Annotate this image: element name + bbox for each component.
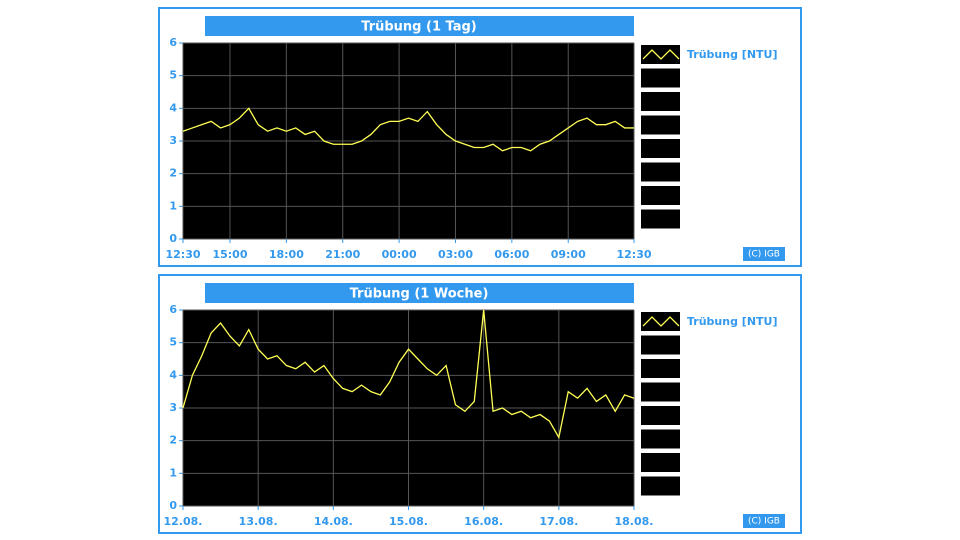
legend-slot [641, 453, 680, 472]
legend-slot [641, 382, 680, 402]
x-tick-label: 16.08. [464, 515, 503, 528]
legend-slot [641, 429, 680, 449]
y-tick-label: 2 [169, 434, 177, 447]
y-tick-label: 6 [169, 36, 177, 49]
y-tick-label: 5 [169, 69, 177, 82]
legend-icon [642, 49, 680, 60]
y-tick-label: 6 [169, 303, 177, 316]
x-tick-label: 18:00 [269, 248, 304, 261]
data-line [182, 107, 634, 152]
x-tick-label: 09:00 [551, 248, 586, 261]
x-tick-label: 18.08. [615, 515, 654, 528]
title-bar [205, 283, 634, 303]
x-tick-label: 15.08. [389, 515, 428, 528]
credit-box [743, 247, 785, 261]
y-tick-label: 0 [169, 232, 177, 245]
data-line [182, 309, 635, 440]
x-tick-label: 13.08. [239, 515, 278, 528]
y-tick-label: 0 [169, 499, 177, 512]
legend-label: Trübung [NTU] [687, 315, 778, 328]
credit: (C) IGB [748, 250, 780, 260]
x-tick-label: 17.08. [539, 515, 578, 528]
x-tick-label: 14.08. [314, 515, 353, 528]
y-tick-label: 4 [169, 368, 177, 381]
legend-slot [641, 68, 680, 88]
credit-box [743, 514, 785, 528]
x-tick-label: 12.08. [164, 515, 203, 528]
title-bar [205, 16, 634, 36]
y-tick-label: 2 [169, 167, 177, 180]
x-tick-label: 15:00 [212, 248, 247, 261]
y-tick-label: 5 [169, 336, 177, 349]
chart-title: Trübung (1 Woche) [350, 287, 489, 302]
x-tick-label: 00:00 [382, 248, 417, 261]
legend-icon [642, 316, 680, 327]
y-tick-label: 3 [169, 134, 177, 147]
x-tick-label: 06:00 [494, 248, 529, 261]
y-tick-label: 1 [169, 199, 177, 212]
y-tick-label: 1 [169, 466, 177, 479]
legend-label: Trübung [NTU] [687, 48, 778, 61]
legend-slot [641, 406, 680, 425]
legend-slot [641, 335, 680, 355]
legend-slot [641, 115, 680, 135]
legend-slot [641, 139, 680, 158]
chart-title: Trübung (1 Tag) [361, 20, 476, 35]
legend-slot [641, 162, 680, 182]
y-tick-label: 4 [169, 101, 177, 114]
legend-slot [641, 209, 680, 229]
credit: (C) IGB [748, 517, 780, 527]
legend-slot [641, 476, 680, 496]
x-tick-label: 21:00 [325, 248, 360, 261]
x-tick-label: 03:00 [438, 248, 473, 261]
x-tick-label: 12:30 [616, 248, 651, 261]
legend-slot [641, 92, 680, 111]
x-tick-label: 12:30 [165, 248, 200, 261]
y-tick-label: 3 [169, 401, 177, 414]
legend-slot [641, 359, 680, 378]
legend-slot [641, 186, 680, 205]
